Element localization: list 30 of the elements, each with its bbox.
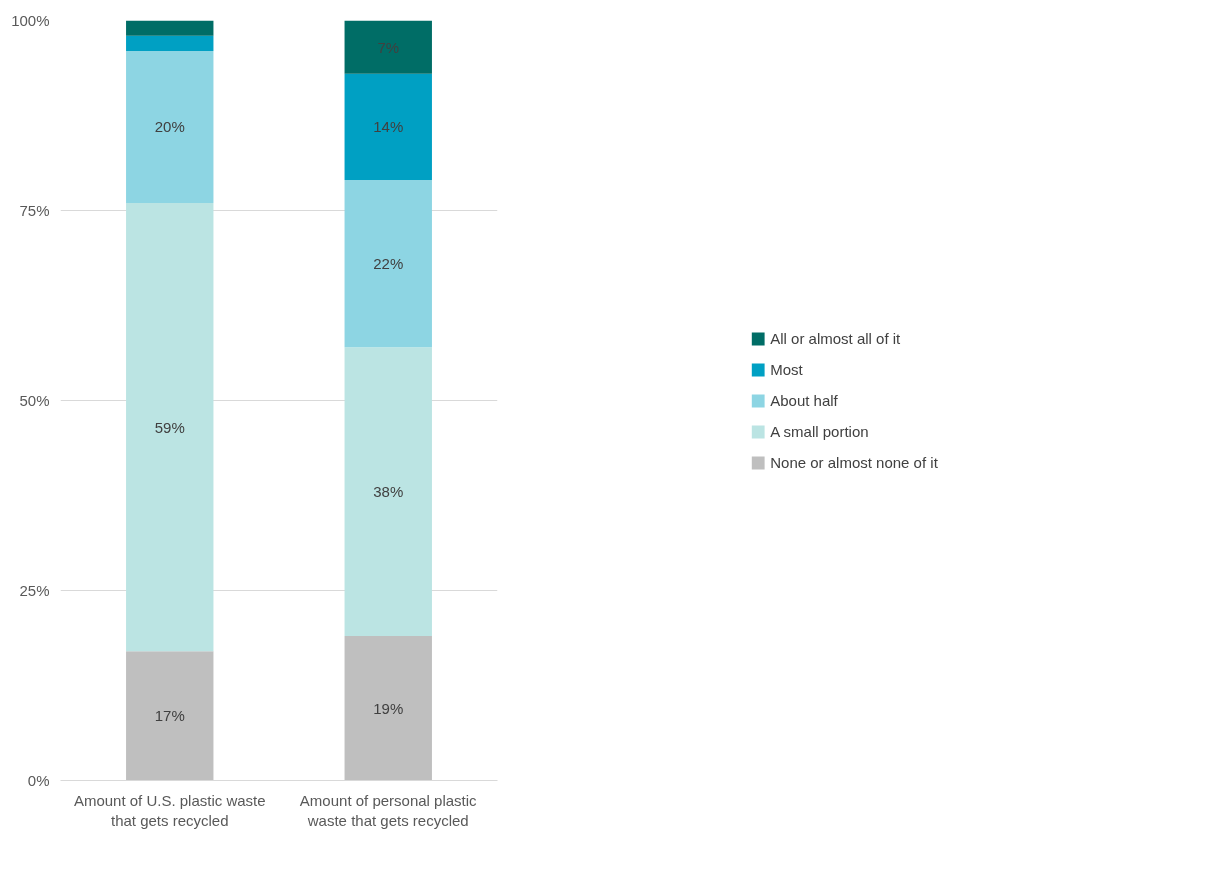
data-label: 20% xyxy=(154,118,185,136)
bar xyxy=(126,202,214,652)
legend-label: About half xyxy=(770,391,838,409)
bar xyxy=(126,35,214,51)
x-tick-label: Amount of U.S. plastic waste that gets recycled xyxy=(73,791,266,829)
data-label: 7% xyxy=(377,38,400,56)
bar xyxy=(344,636,432,781)
legend-label: A small portion xyxy=(770,422,869,440)
y-tick-label: 0% xyxy=(27,772,50,789)
legend-label: Most xyxy=(770,360,803,378)
bar xyxy=(344,20,432,74)
data-label: 19% xyxy=(373,699,404,717)
bar xyxy=(344,347,432,637)
bar xyxy=(126,50,214,203)
data-label: 17% xyxy=(154,707,185,725)
bar xyxy=(126,651,214,781)
x-tick-label: Amount of personal plastic waste that gets recycled xyxy=(299,791,478,829)
y-tick-label: 100% xyxy=(11,12,50,29)
legend-label: None or almost none of it xyxy=(770,453,938,471)
y-tick-label: 50% xyxy=(19,392,50,409)
bar xyxy=(126,20,214,36)
bar xyxy=(344,180,432,348)
data-label: 38% xyxy=(373,483,404,501)
y-tick-label: 25% xyxy=(19,582,50,599)
data-label: 22% xyxy=(373,255,404,273)
y-tick-label: 75% xyxy=(19,202,50,219)
legend-label: All or almost all of it xyxy=(770,329,901,347)
data-label: 14% xyxy=(373,118,404,136)
bar xyxy=(344,73,432,181)
data-label: 59% xyxy=(154,418,185,436)
